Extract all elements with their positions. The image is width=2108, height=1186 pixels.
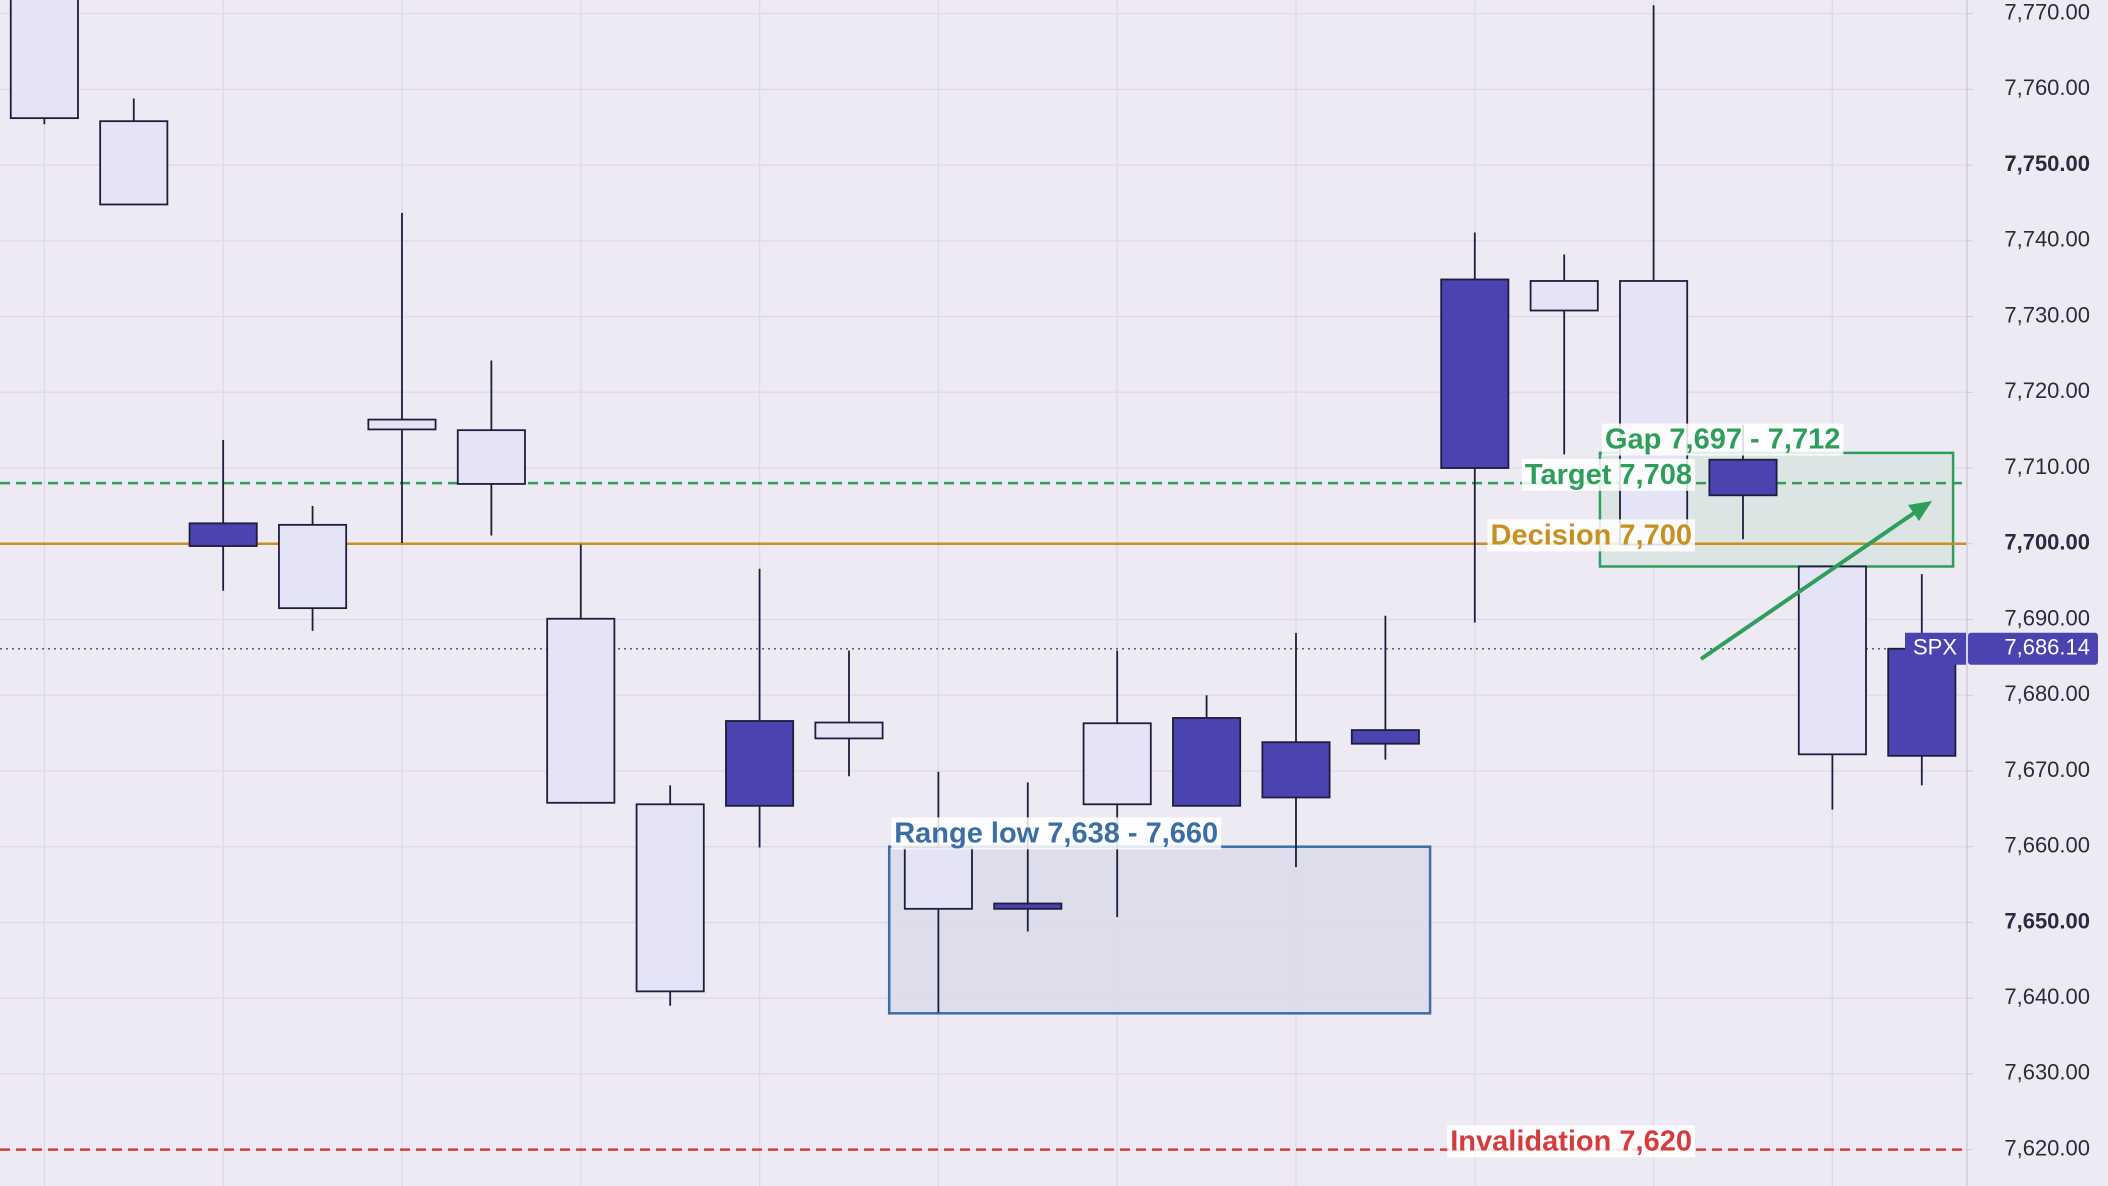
level-label: Decision 7,700 (1491, 519, 1693, 551)
candle-body (903, 846, 973, 910)
arrow-line (1699, 507, 1922, 661)
candle-body (367, 418, 437, 431)
price-tag (1968, 632, 2098, 665)
candle-body (1797, 565, 1867, 756)
price-tag-label: 7,686.14 (2004, 635, 2090, 660)
candle-body (1172, 717, 1242, 807)
y-tick-label: 7,660.00 (2004, 833, 2090, 858)
candles (9, 0, 1957, 1013)
level-label: Invalidation 7,620 (1450, 1125, 1692, 1157)
price-axis: 7,620.00 7,630.00 7,640.00 7,650.00 7,660.00… (1905, 0, 2098, 1160)
y-tick-label: 7,770.00 (2004, 0, 2090, 24)
zone-label: Range low 7,638 - 7,660 (894, 817, 1218, 849)
candle-body (1708, 458, 1778, 497)
candle-body (635, 803, 705, 993)
symbol-label: SPX (1913, 635, 1957, 660)
labels: Range low 7,638 - 7,660 Gap 7,697 - 7,712… (891, 423, 1844, 1158)
candle-body (1261, 741, 1331, 799)
candle-body (278, 523, 348, 610)
candle-body (1350, 729, 1420, 745)
zone-label: Gap 7,697 - 7,712 (1605, 424, 1840, 456)
y-tick-label: 7,640.00 (2004, 984, 2090, 1009)
y-tick-label: 7,750.00 (2004, 151, 2090, 176)
y-tick-label: 7,700.00 (2004, 530, 2090, 555)
candle-body (456, 429, 526, 485)
y-tick-label: 7,670.00 (2004, 757, 2090, 782)
zones (887, 451, 1955, 1015)
y-tick-label: 7,760.00 (2004, 75, 2090, 100)
y-tick-label: 7,720.00 (2004, 378, 2090, 403)
candle-body (814, 721, 884, 740)
y-tick-label: 7,630.00 (2004, 1060, 2090, 1085)
candle-body (1440, 278, 1510, 469)
y-tick-label: 7,650.00 (2004, 908, 2090, 933)
candle-body (99, 120, 169, 206)
candle-body (1529, 280, 1599, 312)
arrow (1699, 501, 1932, 661)
y-tick-label: 7,740.00 (2004, 227, 2090, 252)
symbol-tag (1905, 632, 1966, 665)
candle-body (1619, 280, 1689, 546)
zone-box (887, 845, 1432, 1015)
y-tick-label: 7,690.00 (2004, 605, 2090, 630)
label-background (1521, 458, 1695, 491)
y-tick-label: 7,710.00 (2004, 454, 2090, 479)
y-tick-label: 7,730.00 (2004, 302, 2090, 327)
candle-body (725, 720, 795, 807)
label-background (1447, 1125, 1695, 1158)
arrow-head (1908, 501, 1932, 521)
y-tick-label: 7,680.00 (2004, 681, 2090, 706)
candle-body (993, 902, 1063, 910)
candle-body (1082, 722, 1152, 806)
level-label: Target 7,708 (1525, 459, 1692, 491)
candle-body (9, 0, 79, 120)
label-background (1601, 423, 1844, 456)
candle-body (188, 522, 258, 547)
label-background (1487, 519, 1695, 552)
candle-body (546, 617, 616, 804)
y-tick-label: 7,620.00 (2004, 1135, 2090, 1160)
candle-body (1887, 647, 1957, 757)
label-background (891, 817, 1222, 850)
